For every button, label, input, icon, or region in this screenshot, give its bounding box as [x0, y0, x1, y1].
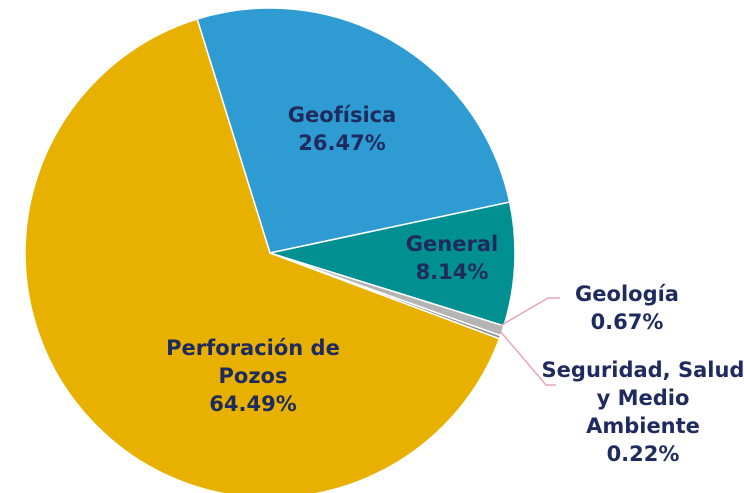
slice-label: Geofísica 26.47% [262, 101, 422, 157]
slice-label: General 8.14% [382, 230, 522, 286]
label-name: Geofísica [287, 103, 397, 127]
slice-label: Seguridad, Salud y Medio Ambiente 0.22% [541, 356, 744, 468]
label-name: Geología [575, 282, 679, 306]
label-value: 0.22% [606, 442, 680, 466]
pie-slice [24, 18, 501, 493]
label-name: Seguridad, Salud y Medio Ambiente [541, 358, 744, 438]
label-name: General [405, 232, 499, 256]
slice-label: Perforación de Pozos 64.49% [166, 334, 341, 418]
leader-line [499, 297, 560, 327]
label-value: 8.14% [415, 260, 489, 284]
label-value: 64.49% [209, 392, 297, 416]
slice-label: Geología 0.67% [547, 280, 707, 336]
label-name: Perforación de Pozos [166, 336, 340, 388]
pie-slice [196, 7, 511, 254]
leader-line [499, 330, 556, 386]
label-value: 0.67% [590, 310, 664, 334]
pie-slice [267, 201, 516, 327]
label-value: 26.47% [298, 131, 386, 155]
